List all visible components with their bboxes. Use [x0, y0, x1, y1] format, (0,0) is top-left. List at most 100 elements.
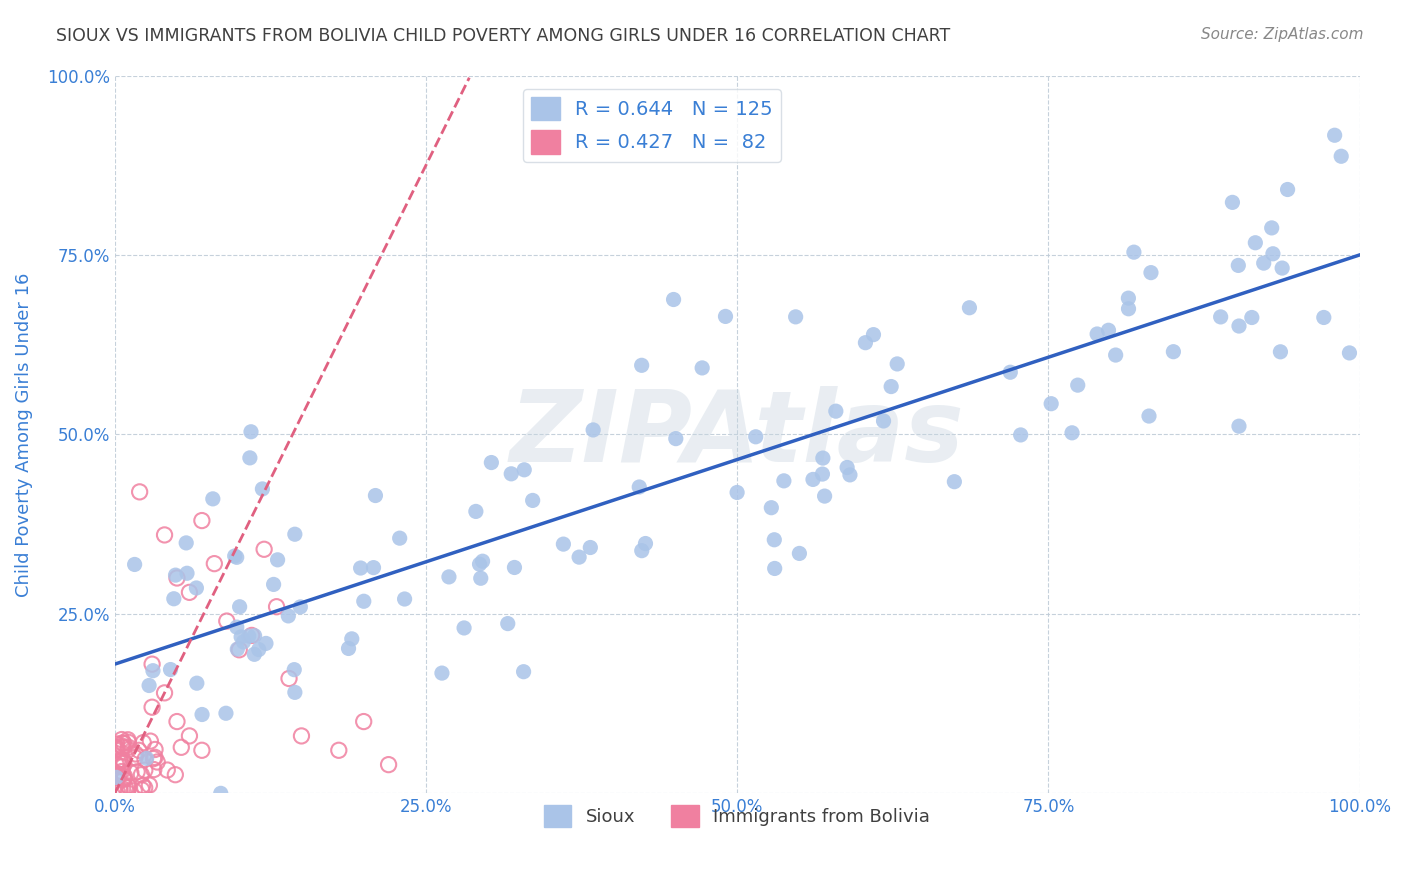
Point: [138, 778, 160, 792]
Text: ZIPAtlas: ZIPAtlas: [510, 386, 965, 483]
Point: [353, 714, 375, 729]
Point: [813, 489, 835, 503]
Point: [880, 379, 903, 393]
Point: [191, 514, 214, 528]
Point: [226, 642, 249, 657]
Point: [108, 783, 131, 797]
Point: [761, 500, 783, 515]
Point: [1227, 419, 1250, 434]
Point: [104, 780, 127, 795]
Point: [254, 636, 277, 650]
Point: [247, 642, 270, 657]
Point: [232, 635, 254, 649]
Point: [105, 769, 128, 783]
Point: [170, 740, 193, 755]
Point: [290, 729, 312, 743]
Point: [1277, 182, 1299, 196]
Point: [128, 484, 150, 499]
Point: [105, 767, 128, 781]
Point: [174, 536, 197, 550]
Point: [512, 665, 534, 679]
Point: [114, 770, 136, 784]
Point: [110, 760, 132, 774]
Point: [104, 757, 127, 772]
Point: [349, 561, 371, 575]
Point: [110, 764, 132, 779]
Point: [128, 743, 150, 757]
Point: [153, 528, 176, 542]
Point: [231, 630, 253, 644]
Point: [1271, 261, 1294, 276]
Point: [176, 566, 198, 581]
Point: [112, 736, 135, 750]
Point: [811, 467, 834, 481]
Point: [471, 554, 494, 568]
Point: [1323, 128, 1346, 143]
Point: [789, 546, 811, 560]
Point: [134, 752, 156, 766]
Point: [855, 335, 877, 350]
Point: [131, 782, 153, 797]
Point: [112, 772, 135, 786]
Point: [124, 750, 146, 764]
Point: [1067, 378, 1090, 392]
Point: [522, 493, 544, 508]
Point: [135, 751, 157, 765]
Point: [131, 779, 153, 793]
Point: [117, 779, 139, 793]
Point: [111, 736, 134, 750]
Point: [159, 663, 181, 677]
Point: [479, 456, 502, 470]
Point: [714, 310, 737, 324]
Point: [179, 729, 201, 743]
Point: [579, 541, 602, 555]
Point: [209, 786, 232, 800]
Point: [191, 743, 214, 757]
Point: [243, 648, 266, 662]
Point: [105, 773, 128, 788]
Point: [630, 359, 652, 373]
Point: [105, 740, 128, 755]
Point: [290, 599, 312, 614]
Text: SIOUX VS IMMIGRANTS FROM BOLIVIA CHILD POVERTY AMONG GIRLS UNDER 16 CORRELATION : SIOUX VS IMMIGRANTS FROM BOLIVIA CHILD P…: [56, 27, 950, 45]
Point: [239, 450, 262, 465]
Point: [124, 558, 146, 572]
Point: [283, 663, 305, 677]
Point: [138, 679, 160, 693]
Point: [363, 560, 385, 574]
Point: [134, 763, 156, 777]
Point: [117, 742, 139, 756]
Point: [120, 765, 142, 780]
Point: [1097, 323, 1119, 337]
Point: [328, 743, 350, 757]
Point: [105, 742, 128, 756]
Point: [252, 482, 274, 496]
Point: [837, 460, 859, 475]
Point: [111, 732, 134, 747]
Point: [872, 414, 894, 428]
Point: [957, 301, 980, 315]
Point: [785, 310, 807, 324]
Point: [111, 781, 134, 796]
Point: [114, 780, 136, 795]
Point: [503, 560, 526, 574]
Point: [165, 568, 187, 582]
Point: [1118, 301, 1140, 316]
Point: [225, 550, 247, 565]
Point: [141, 657, 163, 672]
Point: [139, 734, 162, 748]
Point: [437, 570, 460, 584]
Point: [165, 768, 187, 782]
Point: [1163, 344, 1185, 359]
Point: [763, 561, 786, 575]
Point: [630, 543, 652, 558]
Legend: Sioux, Immigrants from Bolivia: Sioux, Immigrants from Bolivia: [537, 798, 938, 835]
Point: [142, 664, 165, 678]
Point: [337, 641, 360, 656]
Point: [388, 531, 411, 545]
Point: [127, 764, 149, 779]
Point: [105, 771, 128, 785]
Point: [143, 750, 166, 764]
Point: [153, 686, 176, 700]
Point: [163, 591, 186, 606]
